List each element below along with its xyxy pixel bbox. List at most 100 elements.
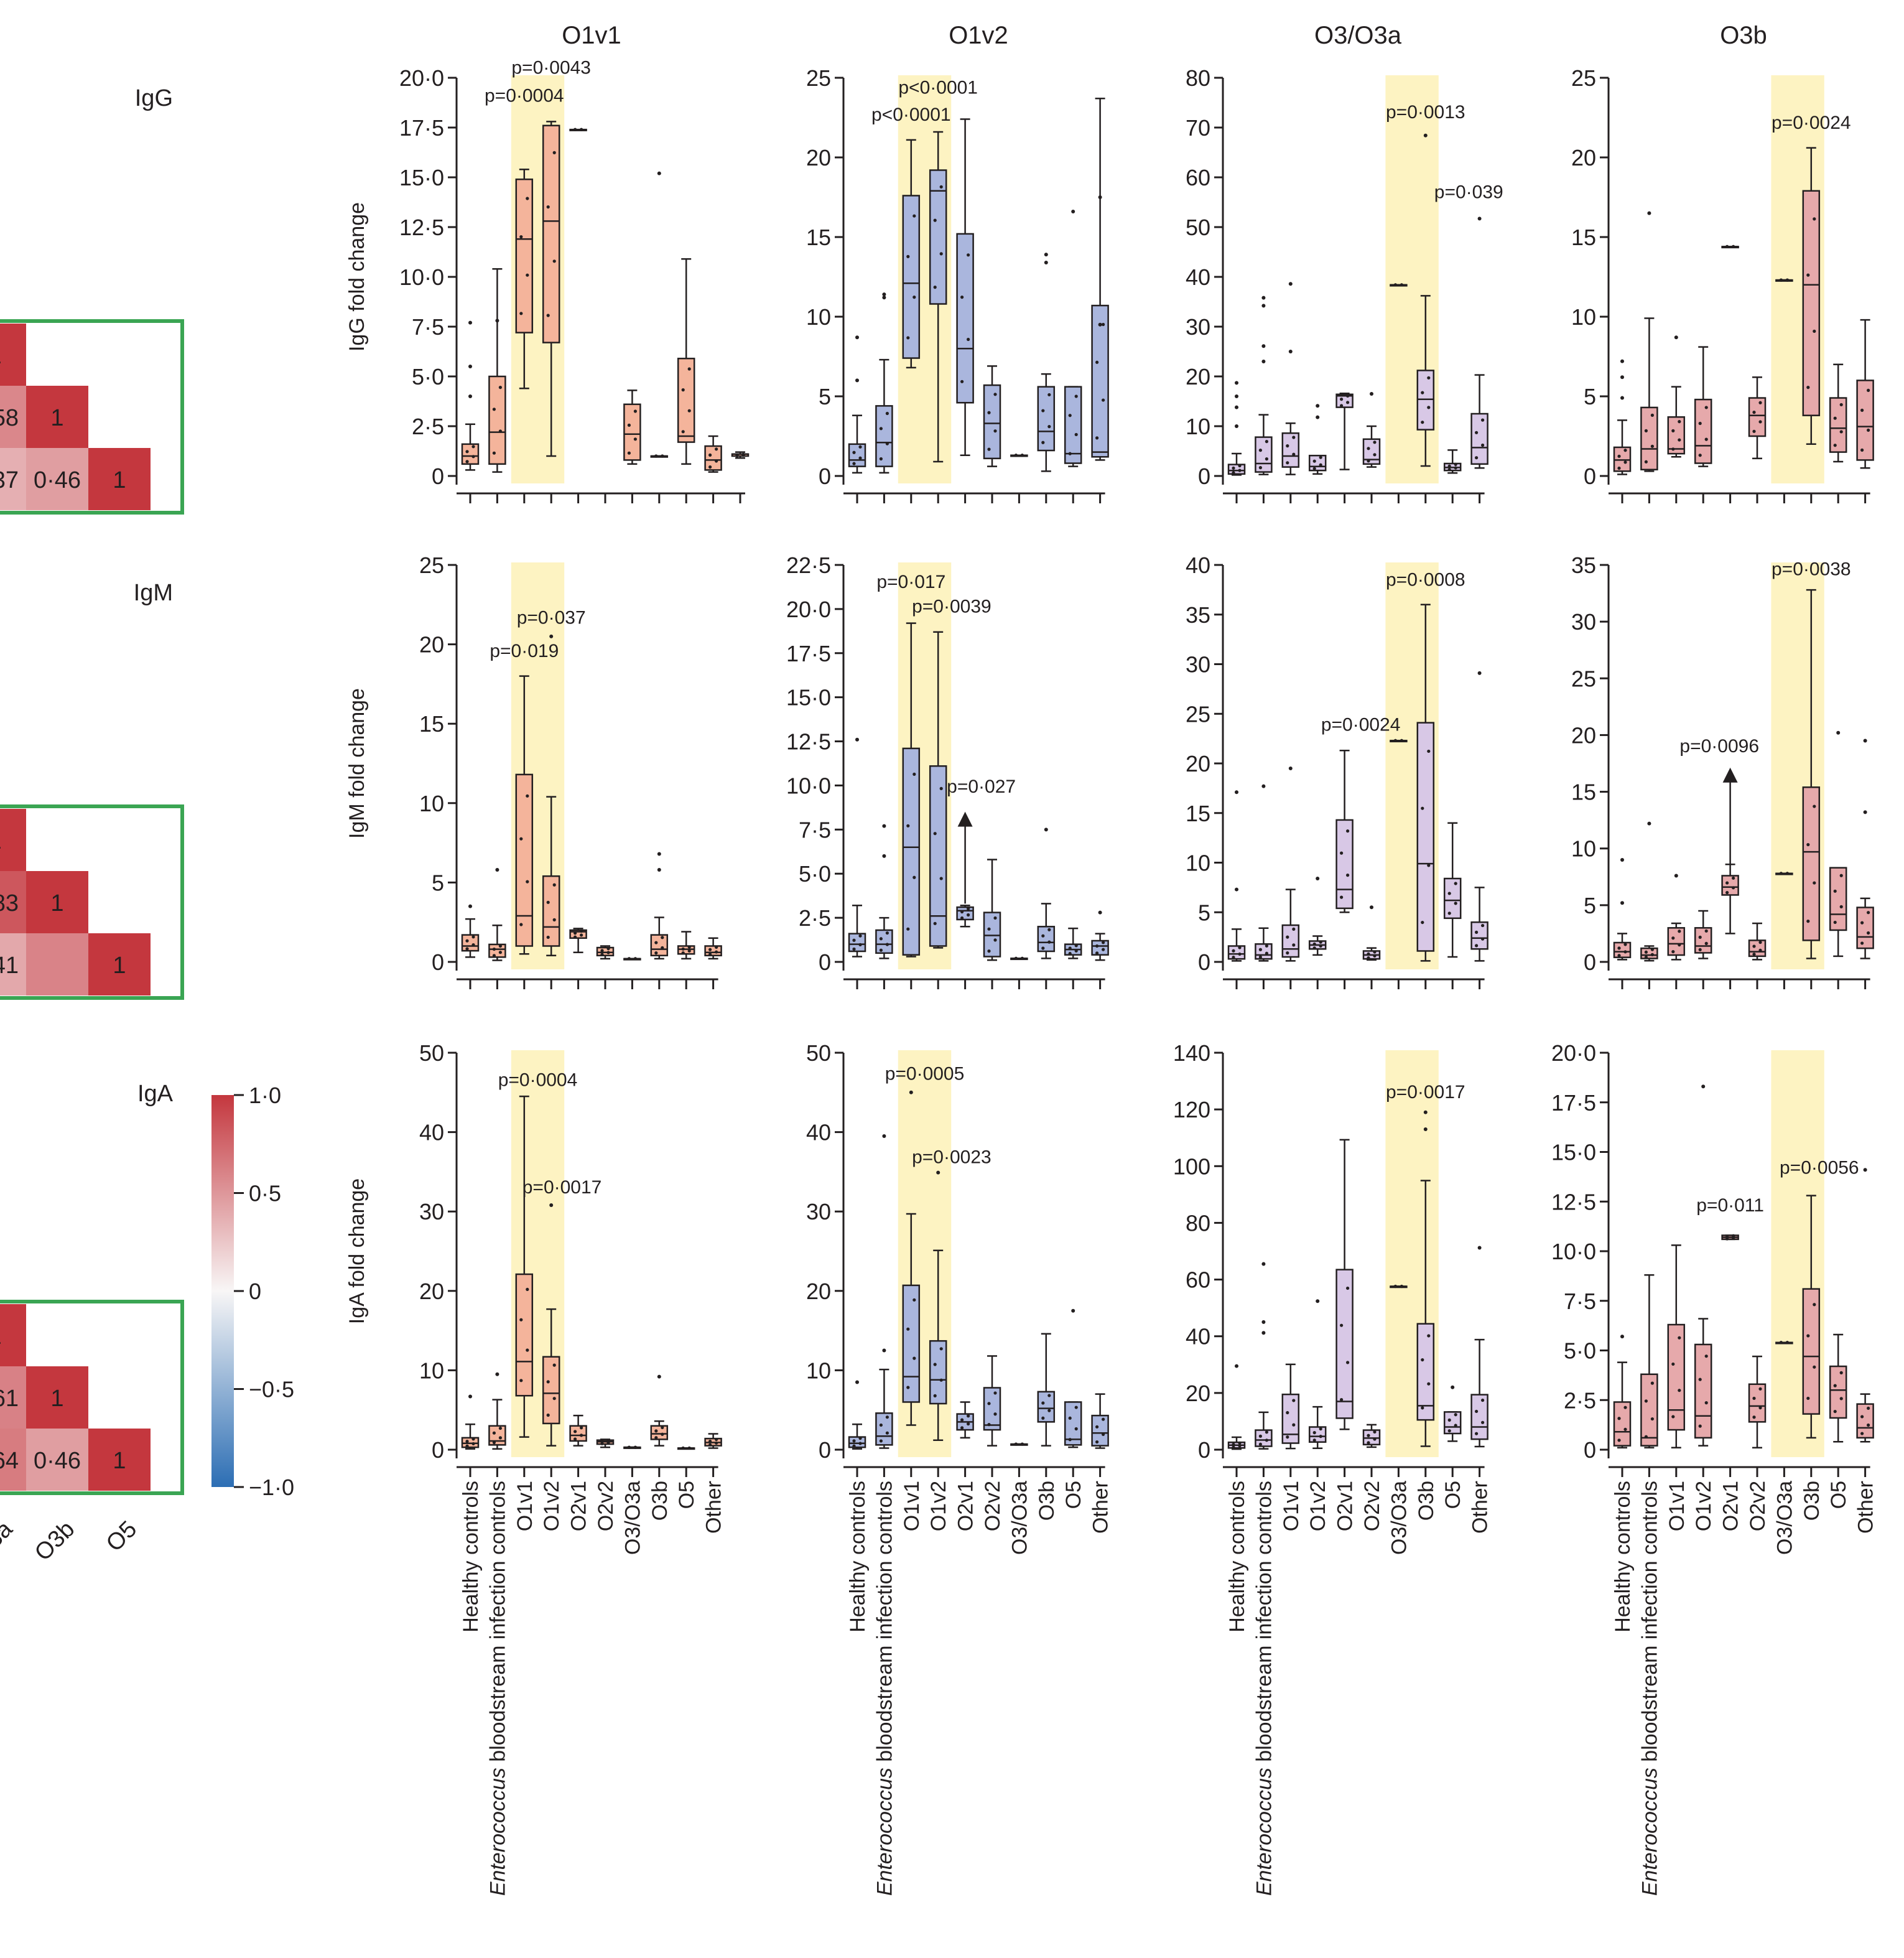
y-tick-label: 15·0 bbox=[399, 165, 444, 190]
box bbox=[488, 943, 506, 958]
heatmap-cell bbox=[0, 809, 26, 871]
data-point bbox=[879, 937, 883, 941]
data-point bbox=[1481, 1398, 1485, 1402]
data-point bbox=[1860, 1432, 1864, 1435]
category-label: O5 bbox=[1441, 1481, 1465, 1509]
category-label: O1v1 bbox=[513, 1481, 537, 1531]
y-tick-label: 12·5 bbox=[399, 215, 444, 240]
outlier-point bbox=[1261, 1331, 1266, 1335]
data-point bbox=[967, 907, 970, 911]
heatmap-cell bbox=[26, 448, 88, 510]
data-point bbox=[1095, 1425, 1099, 1429]
box bbox=[1640, 406, 1658, 471]
data-point bbox=[681, 430, 685, 434]
category-label: O1v2 bbox=[540, 1481, 564, 1531]
category-label: O3b bbox=[1800, 1481, 1824, 1521]
data-point bbox=[858, 943, 862, 946]
data-point bbox=[879, 457, 883, 461]
y-tick-label: 12·5 bbox=[1551, 1189, 1596, 1214]
outlier-point bbox=[1235, 1364, 1238, 1368]
box bbox=[1335, 1269, 1354, 1419]
y-tick-label: 20 bbox=[1571, 722, 1596, 748]
data-point bbox=[1346, 1286, 1350, 1290]
data-point bbox=[1678, 1336, 1681, 1340]
data-point bbox=[1758, 948, 1762, 952]
y-tick-label: 100 bbox=[1173, 1154, 1210, 1179]
outlier-point bbox=[495, 867, 499, 872]
data-point bbox=[1400, 739, 1403, 742]
data-point bbox=[885, 1431, 889, 1435]
data-point bbox=[600, 1440, 604, 1443]
heatmap-cell-value: 1 bbox=[50, 890, 63, 916]
data-point bbox=[1427, 1334, 1431, 1338]
outlier-point bbox=[1620, 901, 1624, 905]
data-point bbox=[1068, 414, 1072, 417]
heatmap-cell-value: 1 bbox=[113, 467, 126, 493]
data-point bbox=[993, 916, 997, 920]
data-point bbox=[1074, 944, 1078, 948]
data-point bbox=[1475, 431, 1479, 434]
data-point bbox=[1758, 940, 1762, 944]
heatmap-igg: IgG 1 0·58 1 0·37 0·46 1 bbox=[0, 85, 184, 515]
data-point bbox=[1346, 401, 1350, 404]
data-point bbox=[1752, 1396, 1756, 1401]
y-tick-label: 0 bbox=[1198, 464, 1210, 489]
data-point bbox=[1102, 1432, 1105, 1437]
category-label: Other bbox=[1469, 1481, 1492, 1534]
data-point bbox=[580, 929, 583, 933]
data-point bbox=[1102, 948, 1105, 951]
arrow-head bbox=[1722, 767, 1738, 783]
y-tick-label: 0 bbox=[1584, 949, 1596, 975]
colorbar: 1·0 0·5 0 −0·5 −1·0 bbox=[211, 1083, 294, 1500]
data-point bbox=[498, 944, 503, 948]
data-point bbox=[526, 1287, 529, 1292]
outlier-point bbox=[1370, 905, 1373, 910]
data-point bbox=[906, 254, 910, 258]
y-tick-label: 17·5 bbox=[786, 641, 831, 666]
category-label: O1v2 bbox=[1306, 1481, 1330, 1531]
data-point bbox=[1319, 1435, 1322, 1438]
heatmap-frame bbox=[0, 319, 184, 515]
data-point bbox=[1481, 443, 1485, 447]
box bbox=[1613, 1401, 1632, 1447]
y-tick-label: 10 bbox=[419, 791, 444, 816]
outlier-point bbox=[1288, 350, 1293, 353]
data-point bbox=[1671, 936, 1675, 940]
panel-r2-c0: 0 10 20 30 40 50 p=0·0004 p=0·0017 Healthy contr… bbox=[419, 1040, 726, 1896]
data-point bbox=[465, 947, 469, 951]
heatmap-cell bbox=[0, 324, 26, 386]
data-point bbox=[1074, 432, 1078, 437]
data-point bbox=[1752, 953, 1756, 956]
data-point bbox=[1644, 1399, 1648, 1403]
data-point bbox=[993, 938, 997, 942]
data-point bbox=[546, 205, 550, 209]
box bbox=[1856, 380, 1874, 461]
box bbox=[677, 945, 695, 955]
data-point bbox=[1475, 456, 1479, 460]
panel-r0-c1: 0 5 10 15 20 25 p<0·0001 p<0·0001 bbox=[806, 65, 1109, 503]
y-tick-label: 2·5 bbox=[412, 414, 444, 439]
data-point bbox=[1623, 1406, 1627, 1409]
p-value-label: p=0·039 bbox=[1434, 182, 1503, 203]
data-point bbox=[1732, 245, 1735, 248]
y-tick-label: 10 bbox=[806, 1358, 831, 1383]
data-point bbox=[852, 1444, 856, 1448]
data-point bbox=[993, 393, 997, 396]
y-tick-label: 0 bbox=[1584, 1437, 1596, 1463]
data-point bbox=[1340, 398, 1344, 401]
heatmap-cell bbox=[0, 1366, 26, 1429]
data-point bbox=[1014, 1442, 1018, 1446]
data-point bbox=[654, 941, 658, 944]
y-tick-label: 7·5 bbox=[799, 817, 831, 842]
data-point bbox=[967, 1414, 970, 1418]
p-value-label: p=0·019 bbox=[490, 641, 559, 661]
heatmap-cell bbox=[26, 933, 88, 995]
data-point bbox=[1340, 851, 1344, 855]
data-point bbox=[987, 1402, 991, 1406]
outlier-point bbox=[1044, 260, 1048, 264]
outlier-point bbox=[1477, 1246, 1482, 1250]
data-point bbox=[967, 913, 970, 917]
data-point bbox=[933, 286, 937, 289]
outlier-point bbox=[1863, 1168, 1867, 1172]
